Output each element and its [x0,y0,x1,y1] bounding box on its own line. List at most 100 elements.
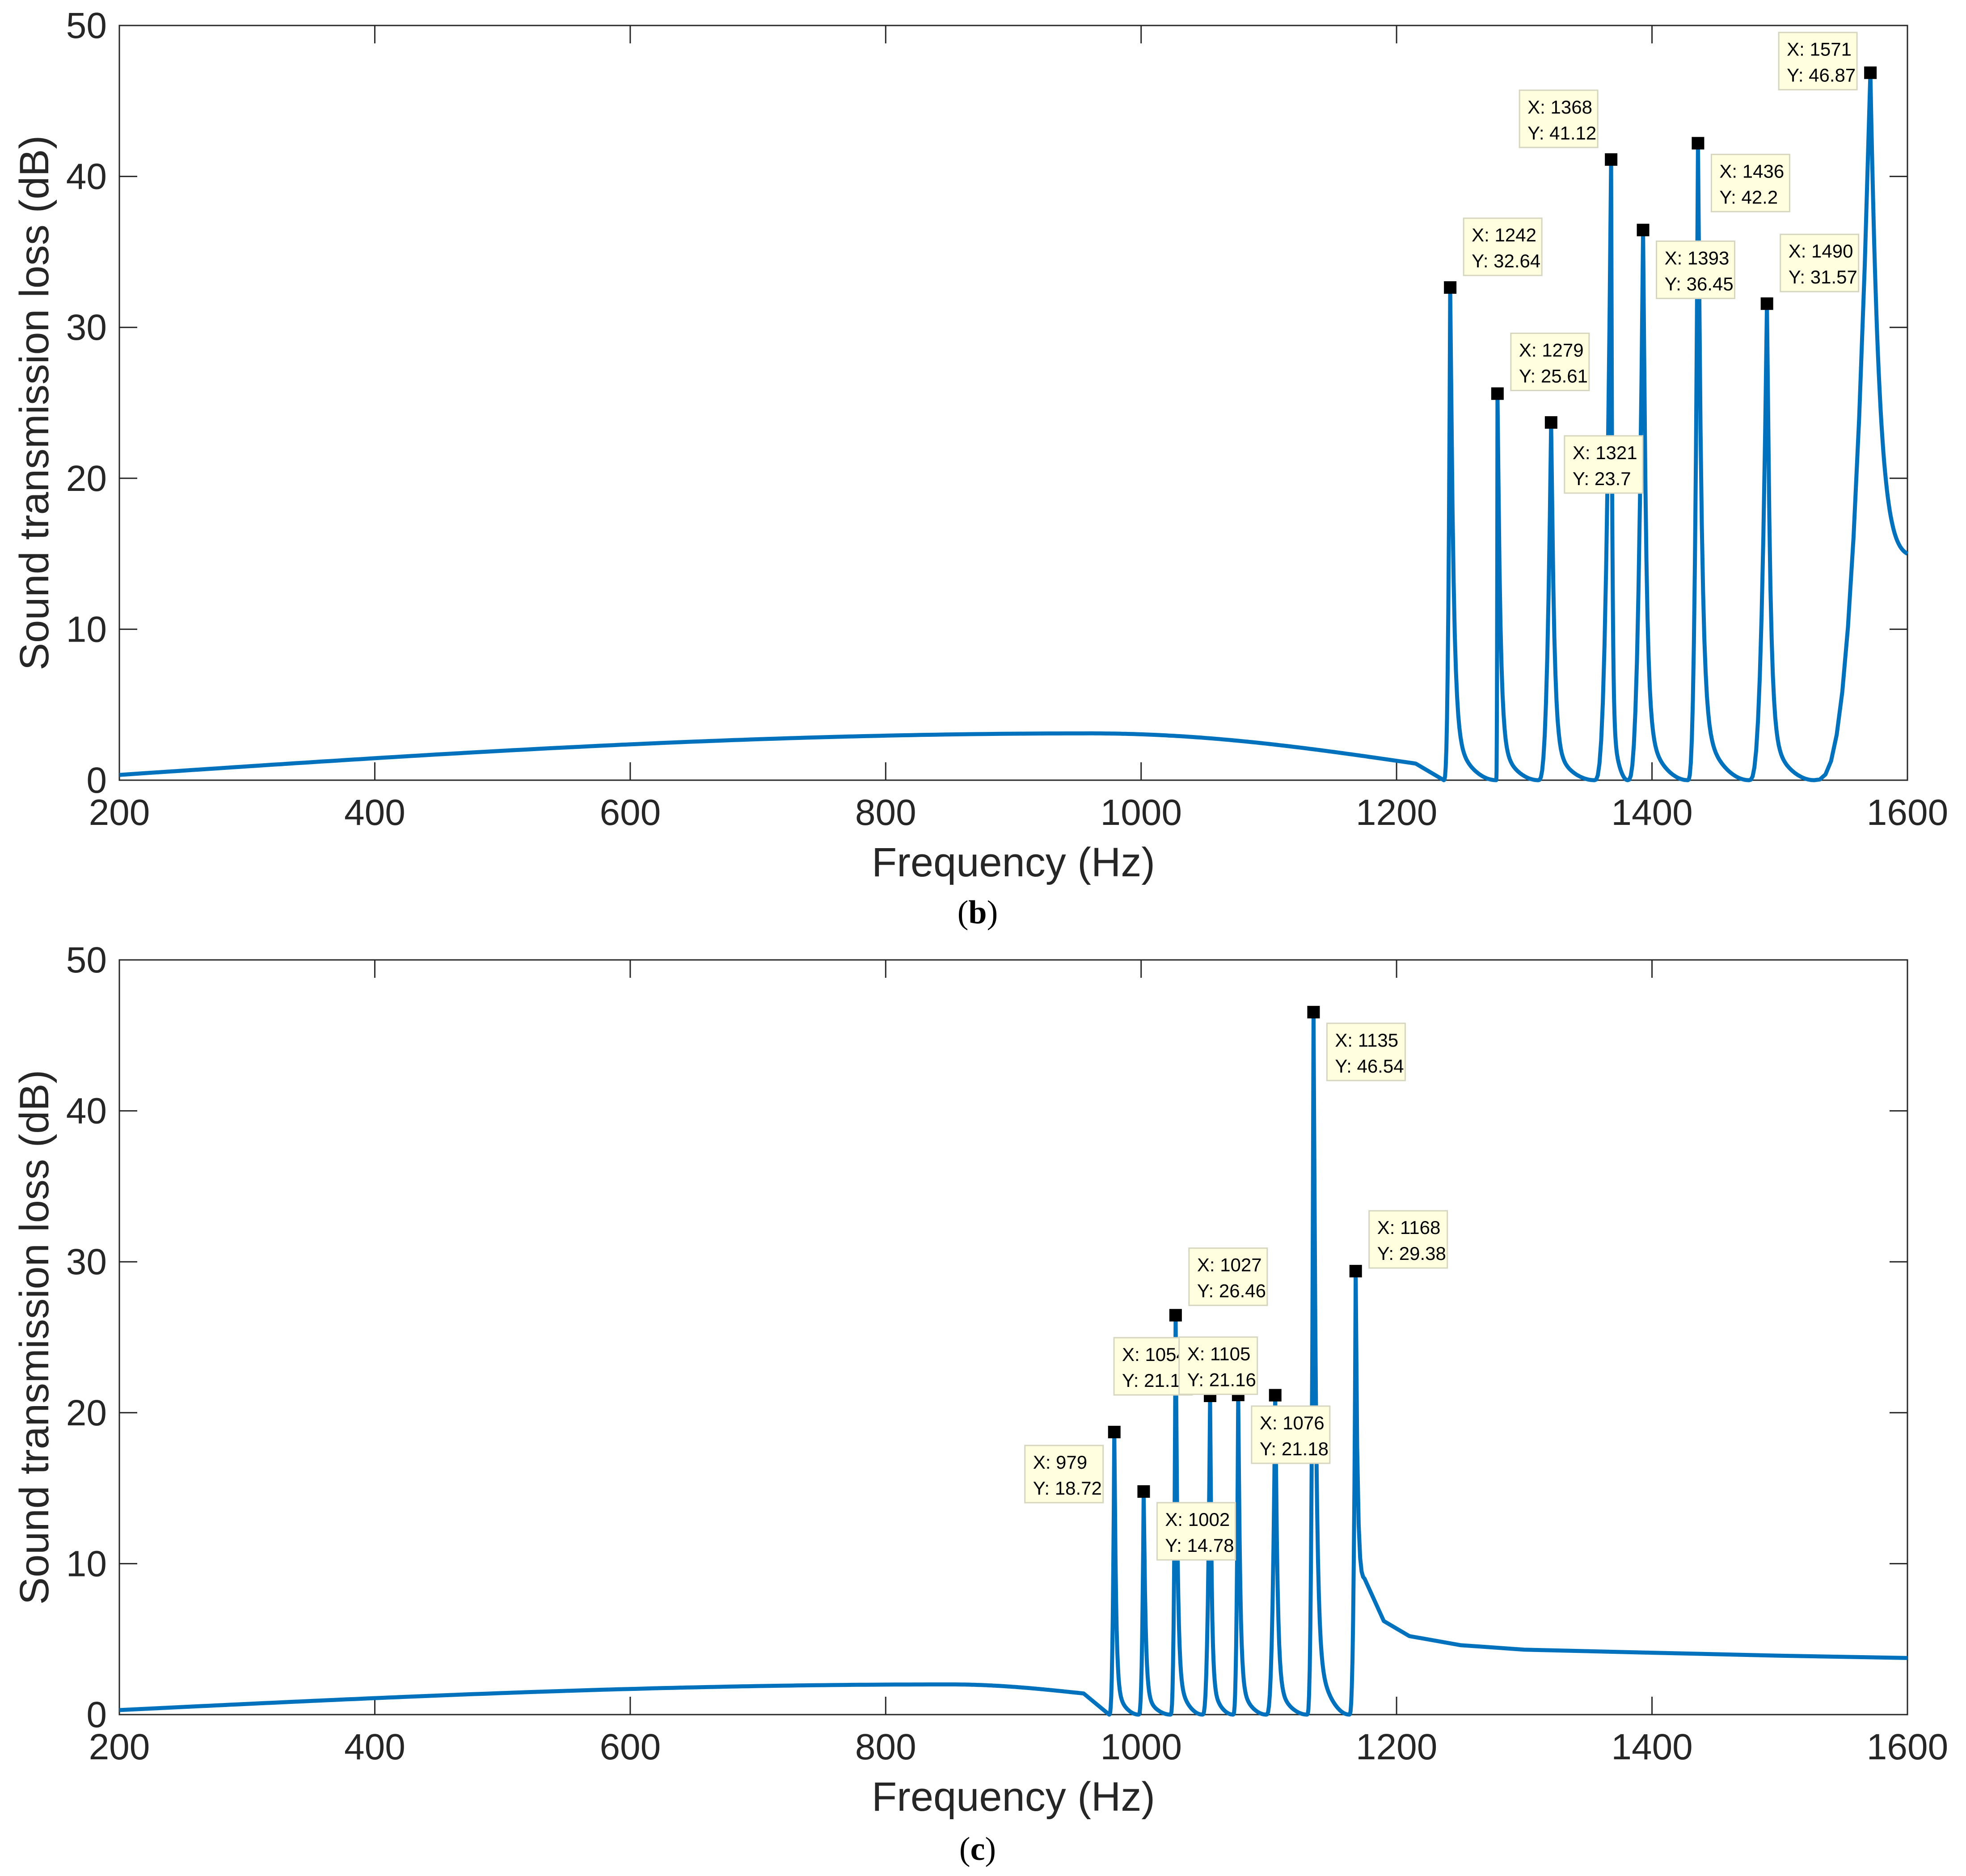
x-tick-label: 1200 [1356,792,1437,833]
y-tick-label: 50 [66,940,107,980]
y-tick-label: 0 [86,1694,107,1735]
plot-area [118,959,1908,1715]
datatip-x-label: X: 1002 [1165,1509,1230,1530]
x-tick-label: 800 [855,1727,916,1767]
y-tick-label: 50 [66,5,107,46]
datatip-box [1368,1210,1448,1269]
datatip-y-label: Y: 32.64 [1472,250,1540,271]
datatip: X: 1076 Y: 21.18 [1251,1405,1331,1464]
series-line [119,1010,1908,1717]
data-marker [1307,1006,1320,1018]
datatip: X: 1168 Y: 29.38 [1368,1210,1448,1269]
datatip-y-label: Y: 36.45 [1665,273,1734,294]
y-tick-label: 10 [66,609,107,650]
datatip: X: 1368 Y: 41.12 [1519,89,1599,148]
datatip: X: 1002 Y: 14.78 [1156,1502,1236,1561]
y-tick-label: 10 [66,1543,107,1584]
datatip-x-label: X: 1135 [1335,1030,1398,1051]
data-marker [1605,153,1618,166]
datatip-box [1178,1336,1258,1395]
data-marker [1864,66,1877,79]
datatip: X: 1105 Y: 21.16 [1178,1336,1258,1395]
y-tick-label: 30 [66,1242,107,1282]
datatip: X: 1242 Y: 32.64 [1463,217,1543,276]
datatip-box [1188,1247,1268,1306]
y-tick-label: 0 [86,760,107,801]
datatip-y-label: Y: 46.87 [1787,65,1856,86]
datatip-box [1510,332,1590,391]
datatip-y-label: Y: 42.2 [1719,186,1778,207]
x-tick-label: 200 [89,1727,150,1767]
datatip-x-label: X: 1571 [1787,39,1852,60]
datatip: X: 1393 Y: 36.45 [1656,240,1736,299]
datatip-y-label: Y: 21.18 [1260,1438,1329,1459]
datatip: X: 1436 Y: 42.2 [1710,153,1790,212]
y-tick-label: 40 [66,1091,107,1132]
datatip-box [1519,89,1599,148]
datatip: X: 1135 Y: 46.54 [1326,1023,1406,1082]
datatip-box [1564,435,1644,494]
x-tick-label: 800 [855,792,916,833]
datatip: X: 1490 Y: 31.57 [1780,233,1860,292]
datatip-box [1778,32,1858,91]
datatip-box [1656,240,1736,299]
datatip-y-label: Y: 41.12 [1527,123,1596,144]
panel-caption: (b) [958,894,998,931]
x-tick-label: 1400 [1611,1727,1692,1767]
datatip-box [1463,217,1543,276]
x-tick-label: 1000 [1101,1727,1182,1767]
x-tick-label: 400 [344,1727,405,1767]
datatip-y-label: Y: 18.72 [1033,1478,1102,1499]
x-axis-title: Frequency (Hz) [872,840,1155,885]
datatip-x-label: X: 979 [1033,1452,1087,1473]
datatip-y-label: Y: 29.38 [1377,1243,1446,1264]
x-tick-label: 1400 [1611,792,1692,833]
y-tick-label: 40 [66,156,107,197]
x-tick-label: 1600 [1867,1727,1948,1767]
datatip: X: 1027 Y: 26.46 [1188,1247,1268,1306]
x-tick-label: 600 [599,792,661,833]
data-marker [1444,281,1457,294]
datatip-x-label: X: 1393 [1665,247,1730,268]
datatip-x-label: X: 1105 [1187,1344,1251,1365]
x-tick-label: 400 [344,792,405,833]
datatip: X: 1321 Y: 23.7 [1564,435,1644,494]
datatip-x-label: X: 1168 [1377,1217,1441,1238]
datatip-y-label: Y: 14.78 [1165,1535,1234,1556]
datatip-x-label: X: 1321 [1573,442,1637,463]
datatip-y-label: Y: 23.7 [1573,468,1631,489]
datatip-x-label: X: 1436 [1719,161,1784,182]
datatip-box [1326,1023,1406,1082]
series-line [119,71,1909,782]
data-marker [1692,137,1704,150]
datatip-y-label: Y: 26.46 [1197,1280,1266,1301]
data-marker [1108,1426,1121,1439]
chart-panel-c: 200 400 600 800 1000 1200 1400 1600 0 10 20 30 40 50 F… [12,940,1948,1868]
datatip: X: 1279 Y: 25.61 [1510,332,1590,391]
datatip-x-label: X: 1368 [1527,97,1592,118]
data-marker [1637,224,1650,237]
panel-caption: (c) [959,1831,996,1868]
y-axis-title: Sound transmission loss (dB) [12,1070,57,1605]
datatip-box [1710,153,1790,212]
data-marker [1169,1309,1182,1322]
data-marker [1137,1485,1150,1498]
datatip: X: 1571 Y: 46.87 [1778,32,1858,91]
x-tick-label: 1000 [1101,792,1182,833]
datatip-x-label: X: 1027 [1197,1255,1262,1276]
datatip-y-label: Y: 46.54 [1335,1056,1404,1077]
datatip-box [1780,233,1860,292]
data-marker [1760,297,1773,310]
datatip-x-label: X: 1076 [1260,1412,1325,1433]
datatip-x-label: X: 1490 [1789,241,1853,262]
x-tick-label: 600 [599,1727,661,1767]
datatip-x-label: X: 1242 [1472,224,1536,245]
datatip-y-label: Y: 21.16 [1187,1369,1256,1390]
data-marker [1269,1389,1282,1402]
data-marker [1544,416,1557,429]
datatip: X: 979 Y: 18.72 [1024,1445,1104,1504]
x-tick-label: 200 [89,792,150,833]
datatip-box [1024,1445,1104,1504]
x-tick-label: 1600 [1867,792,1948,833]
